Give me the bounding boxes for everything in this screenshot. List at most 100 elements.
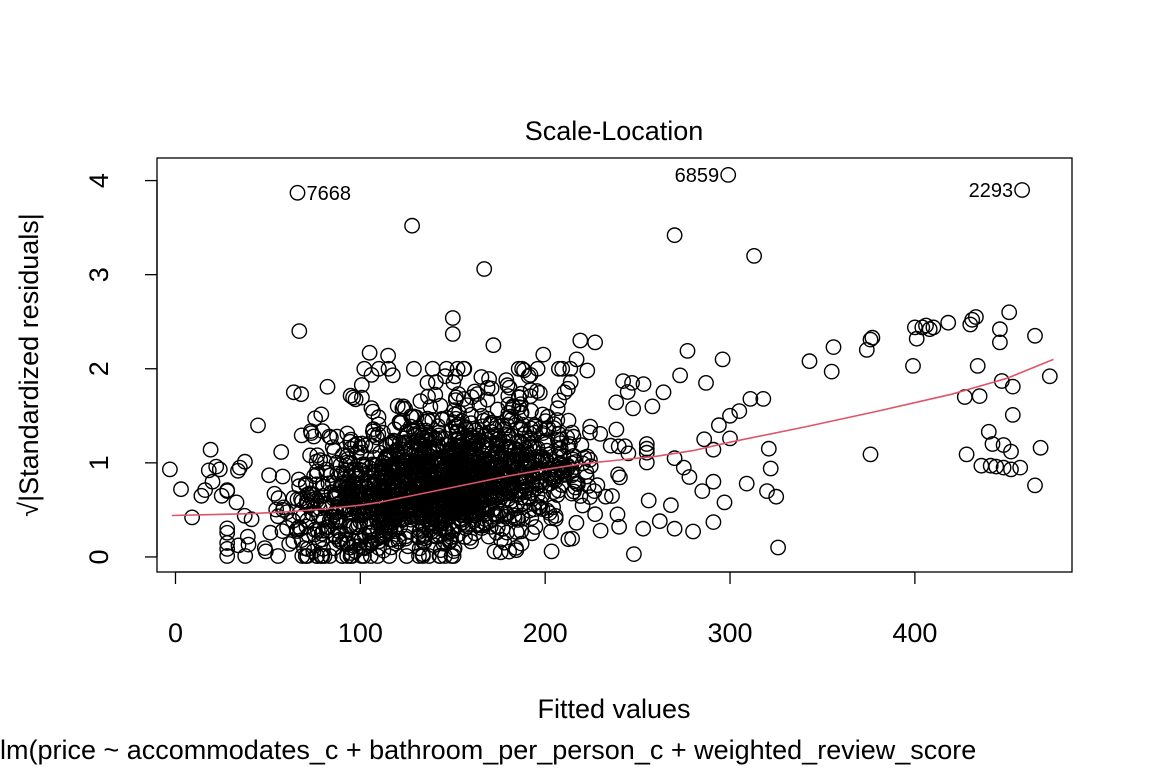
- data-point: [423, 428, 440, 444]
- data-point: [472, 487, 488, 504]
- data-point: [365, 427, 382, 443]
- data-point: [419, 487, 436, 504]
- data-point: [208, 458, 225, 475]
- data-point: [204, 473, 221, 490]
- data-point: [270, 490, 287, 507]
- data-point: [342, 387, 359, 404]
- data-point: [302, 423, 319, 439]
- data-point: [377, 451, 393, 467]
- data-point: [211, 461, 228, 478]
- data-point: [293, 532, 310, 548]
- data-point: [498, 524, 515, 541]
- data-point: [440, 489, 456, 506]
- data-point: [369, 548, 386, 564]
- data-point: [514, 507, 530, 524]
- data-point: [572, 488, 589, 504]
- data-point: [432, 548, 448, 564]
- data-point: [219, 548, 236, 564]
- data-point: [619, 384, 636, 400]
- scatter-points: [161, 166, 1058, 564]
- data-point: [481, 371, 497, 387]
- data-point: [430, 427, 447, 444]
- data-point: [357, 437, 374, 454]
- data-point: [239, 528, 256, 545]
- data-point: [716, 494, 733, 511]
- data-point: [518, 480, 535, 497]
- data-point: [457, 450, 474, 467]
- data-point: [483, 380, 500, 397]
- y-axis-label: √|Standardized residuals|: [14, 213, 44, 517]
- data-point: [473, 501, 490, 518]
- x-tick-label: 400: [892, 618, 937, 648]
- data-point: [1041, 368, 1058, 385]
- data-point: [489, 401, 506, 418]
- data-point: [231, 459, 248, 476]
- data-point: [420, 495, 437, 512]
- data-point: [343, 431, 359, 448]
- data-point: [582, 489, 598, 505]
- data-point: [552, 456, 569, 473]
- data-point: [337, 502, 354, 519]
- data-point: [608, 421, 625, 438]
- data-point: [347, 391, 364, 408]
- data-point: [498, 372, 515, 388]
- x-tick-label: 0: [168, 618, 183, 648]
- data-point: [551, 392, 567, 409]
- data-point: [219, 541, 236, 557]
- data-point: [582, 424, 598, 441]
- data-point: [393, 471, 410, 488]
- data-point: [332, 513, 349, 529]
- data-point: [451, 459, 468, 476]
- data-point: [574, 497, 591, 514]
- data-point: [696, 431, 713, 448]
- data-point: [694, 483, 711, 499]
- data-point: [374, 527, 391, 544]
- data-point: [401, 523, 418, 540]
- data-point: [398, 548, 415, 564]
- data-point: [315, 478, 332, 495]
- data-point: [450, 386, 467, 402]
- data-point: [666, 520, 683, 537]
- data-point: [213, 487, 230, 504]
- data-point: [469, 386, 486, 402]
- data-point: [476, 261, 493, 277]
- data-point: [319, 378, 336, 395]
- data-point: [370, 426, 387, 443]
- data-point: [400, 488, 417, 504]
- data-point: [266, 485, 283, 502]
- data-point: [714, 351, 731, 368]
- data-point: [316, 454, 333, 471]
- data-point: [475, 503, 492, 520]
- data-point: [474, 433, 491, 450]
- data-point: [587, 334, 603, 351]
- data-point: [370, 416, 387, 433]
- data-point: [531, 384, 548, 401]
- data-point: [501, 379, 518, 396]
- data-point: [455, 360, 472, 377]
- data-point: [372, 515, 389, 532]
- data-point: [375, 459, 392, 476]
- data-point: [314, 423, 331, 439]
- data-point: [762, 460, 779, 477]
- data-point: [315, 512, 332, 528]
- data-point: [432, 397, 449, 414]
- data-point: [345, 493, 362, 510]
- data-point: [463, 533, 479, 550]
- data-point: [535, 346, 552, 363]
- data-point: [503, 493, 520, 509]
- data-point: [589, 477, 606, 494]
- data-point: [407, 427, 423, 444]
- data-point: [993, 373, 1010, 389]
- data-point: [381, 548, 398, 564]
- data-point: [380, 481, 397, 498]
- data-point: [349, 470, 365, 487]
- data-point: [679, 342, 696, 359]
- data-point: [711, 417, 727, 434]
- data-point: [864, 329, 881, 346]
- data-point: [940, 314, 957, 331]
- data-point: [742, 390, 759, 407]
- data-point: [385, 432, 402, 449]
- data-point: [914, 319, 931, 336]
- data-point: [301, 485, 318, 502]
- data-point: [499, 417, 516, 434]
